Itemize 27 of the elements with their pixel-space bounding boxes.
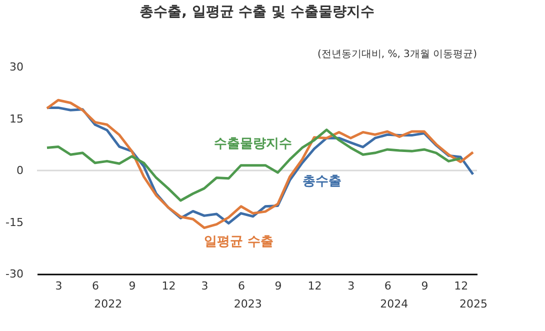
series-label: 일평균 수출 [204, 234, 274, 250]
x-tick-label: 12 [162, 280, 176, 292]
x-tick-label: 12 [454, 280, 468, 292]
series-label: 수출물량지수 [214, 136, 292, 152]
x-tick-label: 3 [348, 280, 355, 292]
x-tick-label: 6 [384, 280, 392, 292]
x-tick-label: 6 [238, 280, 245, 292]
line-series [46, 128, 462, 202]
text: 2022 [94, 298, 122, 310]
chart-title: 총수출, 일평균 수출 및 수출물량지수 [140, 4, 374, 20]
text: 2023 [234, 298, 262, 310]
y-tick-label: 30 [10, 60, 24, 74]
text: 2025 [460, 298, 488, 310]
x-tick-label: 9 [274, 280, 282, 292]
series-label: 총수출 [302, 174, 342, 189]
x-tick-label: 9 [421, 280, 428, 292]
y-tick-label: 15 [10, 112, 24, 126]
y-tick-label: 0 [16, 164, 24, 177]
x-tick-label: 12 [308, 280, 322, 292]
chart-subtitle: (전년동기대비, %, 3개월 이동평균) [317, 49, 478, 60]
x-tick-label: 3 [201, 280, 208, 292]
x-tick-label: 3 [55, 280, 62, 292]
y-tick-label: -30 [6, 268, 24, 280]
y-tick-label: -15 [6, 216, 24, 229]
text: 2024 [380, 298, 408, 310]
x-tick-label: 9 [128, 280, 136, 292]
x-tick-label: 6 [92, 280, 99, 292]
